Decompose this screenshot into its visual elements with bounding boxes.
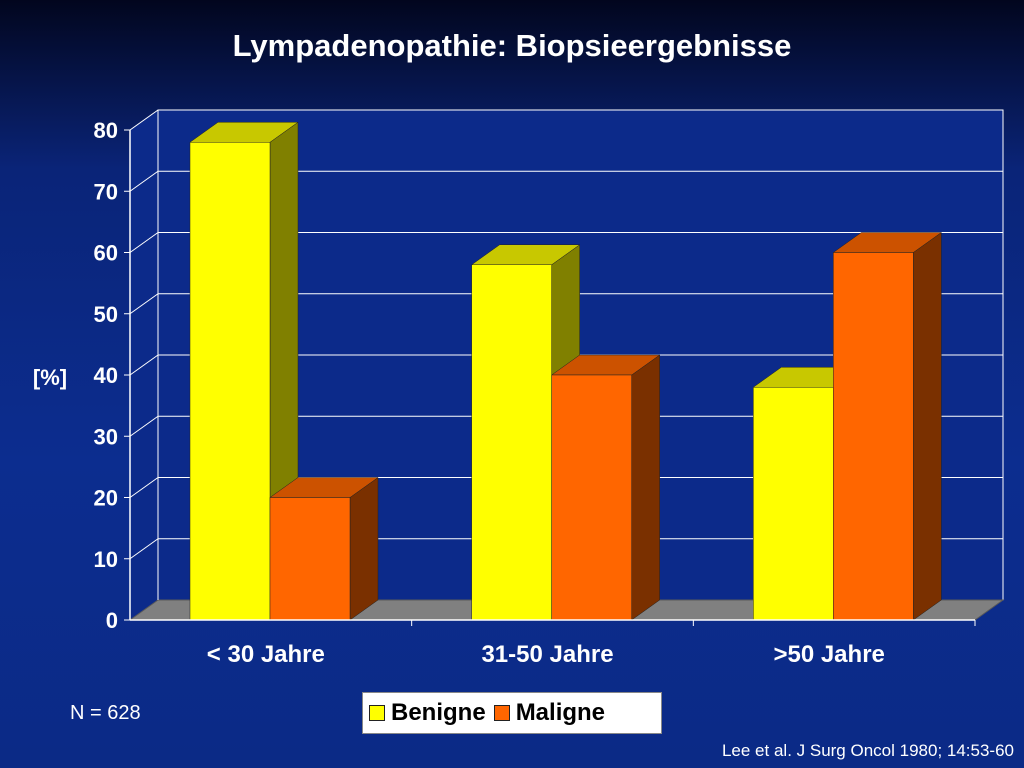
y-tick-label: 0 [106,608,118,633]
bars [189,121,943,621]
y-tick-labels: 0 10 20 30 40 50 60 70 80 [94,118,118,633]
gridline-diag [129,293,159,315]
bar-maligne-1-side [631,354,660,621]
y-tick-label: 30 [94,424,118,449]
bar-maligne-1 [551,374,632,621]
bar-maligne-0 [269,497,351,621]
y-tick-label: 80 [94,118,118,143]
sample-size-note: N = 628 [70,702,141,724]
y-tick-label: 10 [94,547,118,572]
gridline-diag [129,354,159,376]
y-tick-label: 50 [94,302,118,327]
gridline-diag [129,109,159,131]
x-tick-labels: < 30 Jahre 31-50 Jahre >50 Jahre [207,641,885,668]
y-axis-label: [%] [33,365,67,390]
legend-label-maligne: Maligne [515,699,606,726]
chart-title: Lympadenopathie: Biopsieergebnisse [232,28,792,63]
bar-benigne-2 [753,387,834,621]
x-tick-label: >50 Jahre [773,641,884,668]
bar-maligne-2-side [913,232,942,621]
y-tick-label: 60 [94,241,118,266]
bar-benigne-0 [189,142,271,621]
source-citation: Lee et al. J Surg Oncol 1980; 14:53-60 [721,741,1014,760]
legend-label-benigne: Benigne [391,699,486,726]
x-tick-label: 31-50 Jahre [481,641,613,668]
y-tick-label: 40 [94,363,118,388]
y-tick-label: 20 [94,486,118,511]
legend-item-benigne: Benigne [369,699,486,727]
gridline-diag [129,538,159,560]
legend-swatch-maligne [493,705,510,721]
legend: Benigne Maligne [362,692,662,734]
x-tick-label: < 30 Jahre [207,641,325,668]
legend-item-maligne: Maligne [493,699,606,727]
gridline-diag [129,170,159,192]
y-tick-label: 70 [94,179,118,204]
gridline-diag [129,415,159,437]
bar-benigne-1 [471,264,552,621]
bar-maligne-2 [833,252,914,621]
bar-maligne-0-side [349,477,379,621]
gridline-diag [129,232,159,253]
legend-swatch-benigne [369,705,385,721]
axes [124,110,976,626]
gridline-diag [129,477,159,498]
